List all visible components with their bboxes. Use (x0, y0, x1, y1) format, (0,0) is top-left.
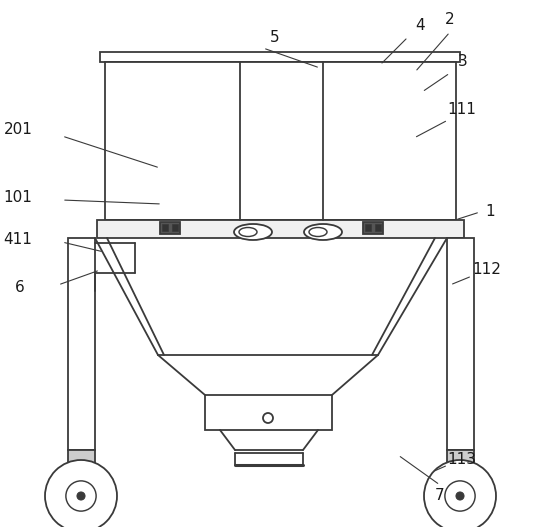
Text: 6: 6 (15, 279, 25, 295)
Text: 1: 1 (485, 204, 495, 220)
Ellipse shape (239, 228, 257, 237)
Bar (100, 52, 460, 62)
Ellipse shape (304, 224, 342, 240)
Circle shape (45, 460, 117, 527)
Circle shape (424, 460, 496, 527)
Bar (162, 224, 168, 231)
Circle shape (445, 481, 475, 511)
Text: 113: 113 (447, 453, 476, 467)
Circle shape (77, 492, 85, 500)
Text: 112: 112 (473, 262, 502, 278)
Bar (68, 450, 95, 468)
Text: 201: 201 (4, 122, 32, 138)
Bar (365, 224, 371, 231)
Text: 411: 411 (4, 232, 32, 248)
Bar (447, 450, 474, 468)
Bar (160, 222, 180, 234)
Ellipse shape (234, 224, 272, 240)
Text: 111: 111 (447, 102, 476, 118)
Bar (105, 62, 456, 220)
Circle shape (66, 481, 96, 511)
Bar (97, 220, 464, 238)
Circle shape (263, 413, 273, 423)
Text: 7: 7 (435, 487, 445, 503)
Bar (375, 224, 381, 231)
Ellipse shape (309, 228, 327, 237)
Text: 5: 5 (270, 30, 280, 44)
Bar (172, 224, 178, 231)
Text: 3: 3 (458, 54, 468, 70)
Text: 101: 101 (4, 190, 32, 206)
Circle shape (456, 492, 464, 500)
Text: 4: 4 (415, 17, 425, 33)
Text: 2: 2 (445, 13, 455, 27)
Bar (205, 395, 332, 430)
Bar (447, 238, 474, 450)
Bar (68, 238, 95, 450)
Bar (363, 222, 383, 234)
